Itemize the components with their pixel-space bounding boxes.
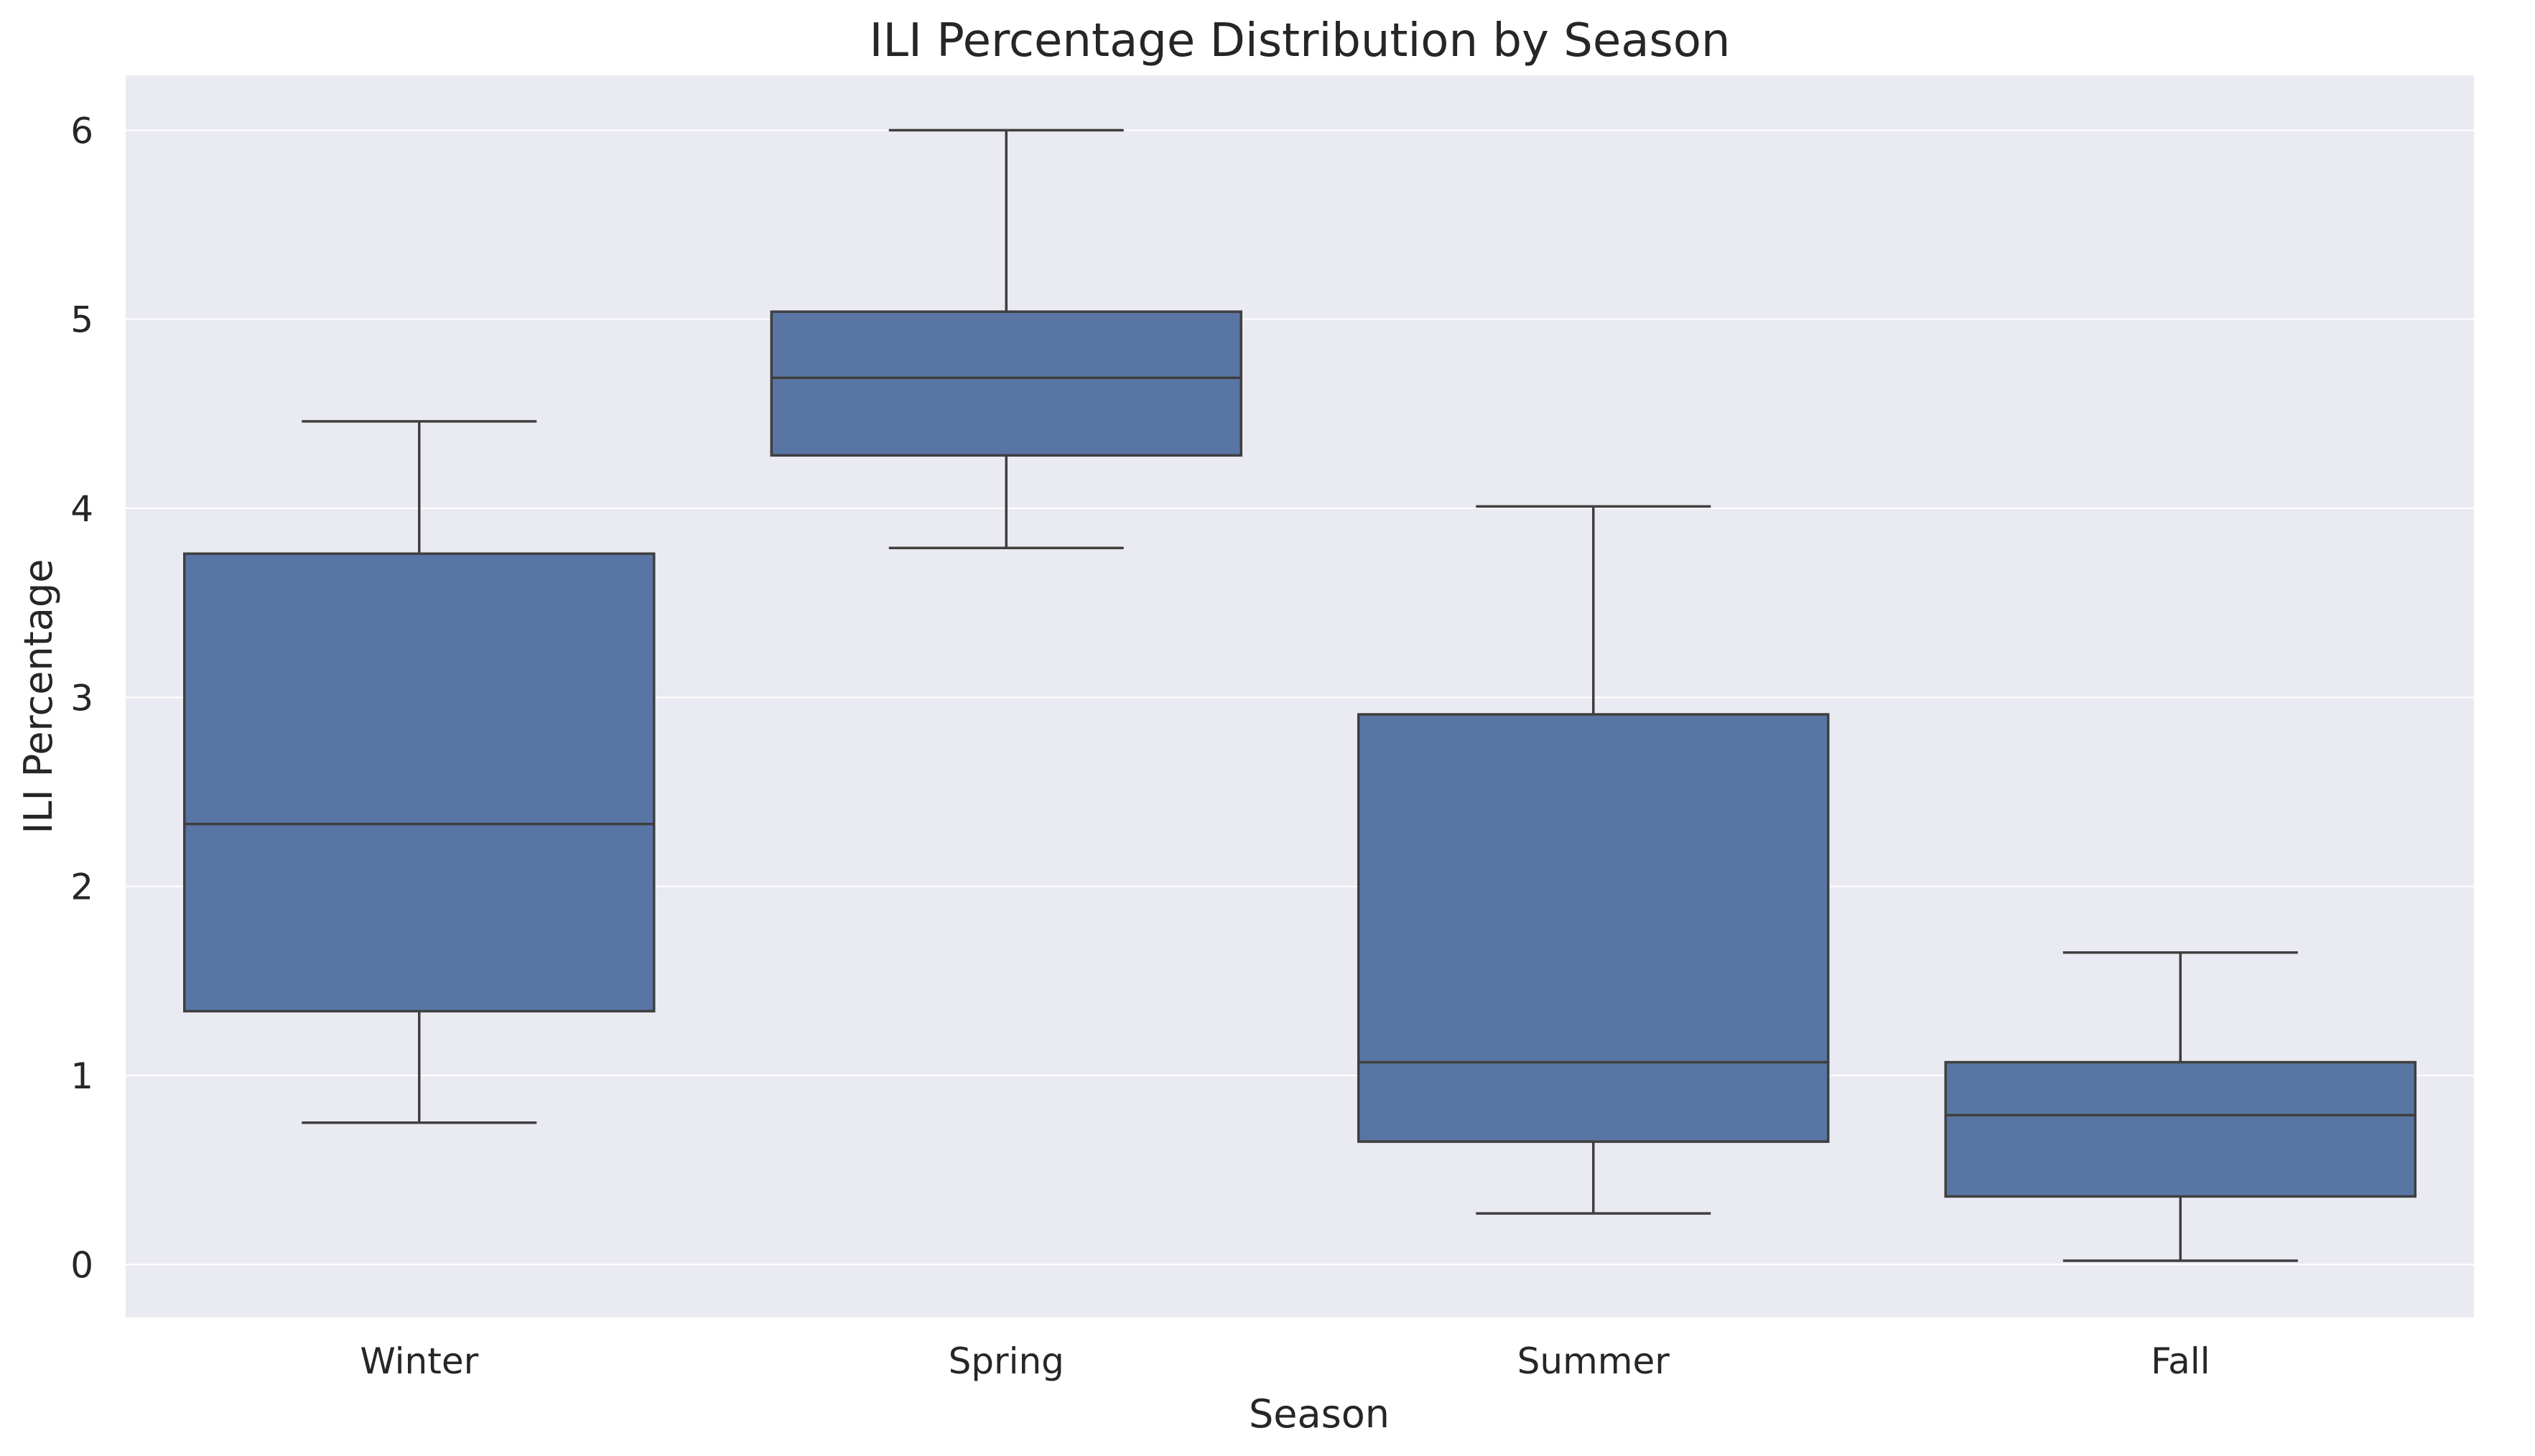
boxes [183, 129, 2417, 1262]
x-tick-label: Summer [1517, 1340, 1670, 1382]
iqr-box [1357, 713, 1830, 1143]
y-tick-label: 0 [70, 1244, 93, 1286]
iqr-box [183, 552, 656, 1013]
y-tick-labels: 0 1 2 3 4 5 6 [70, 110, 93, 1286]
box-winter [183, 420, 656, 1124]
y-tick-label: 5 [70, 299, 93, 341]
y-tick-label: 2 [70, 867, 93, 908]
iqr-box [1944, 1060, 2417, 1198]
x-axis-label: Season [1249, 1391, 1390, 1437]
chart-title: ILI Percentage Distribution by Season [870, 14, 1731, 67]
x-tick-label: Fall [2151, 1340, 2210, 1382]
x-tick-label: Spring [949, 1340, 1064, 1382]
y-tick-label: 4 [70, 488, 93, 530]
y-axis-label: ILI Percentage [16, 559, 61, 834]
y-tick-label: 1 [70, 1055, 93, 1097]
box-fall [1944, 951, 2417, 1262]
x-tick-labels: Winter Spring Summer Fall [360, 1340, 2210, 1382]
y-tick-label: 6 [70, 110, 93, 151]
box-summer [1357, 505, 1830, 1215]
y-tick-label: 3 [70, 677, 93, 719]
box-spring [770, 129, 1242, 550]
x-tick-label: Winter [360, 1340, 478, 1382]
iqr-box [770, 310, 1242, 457]
